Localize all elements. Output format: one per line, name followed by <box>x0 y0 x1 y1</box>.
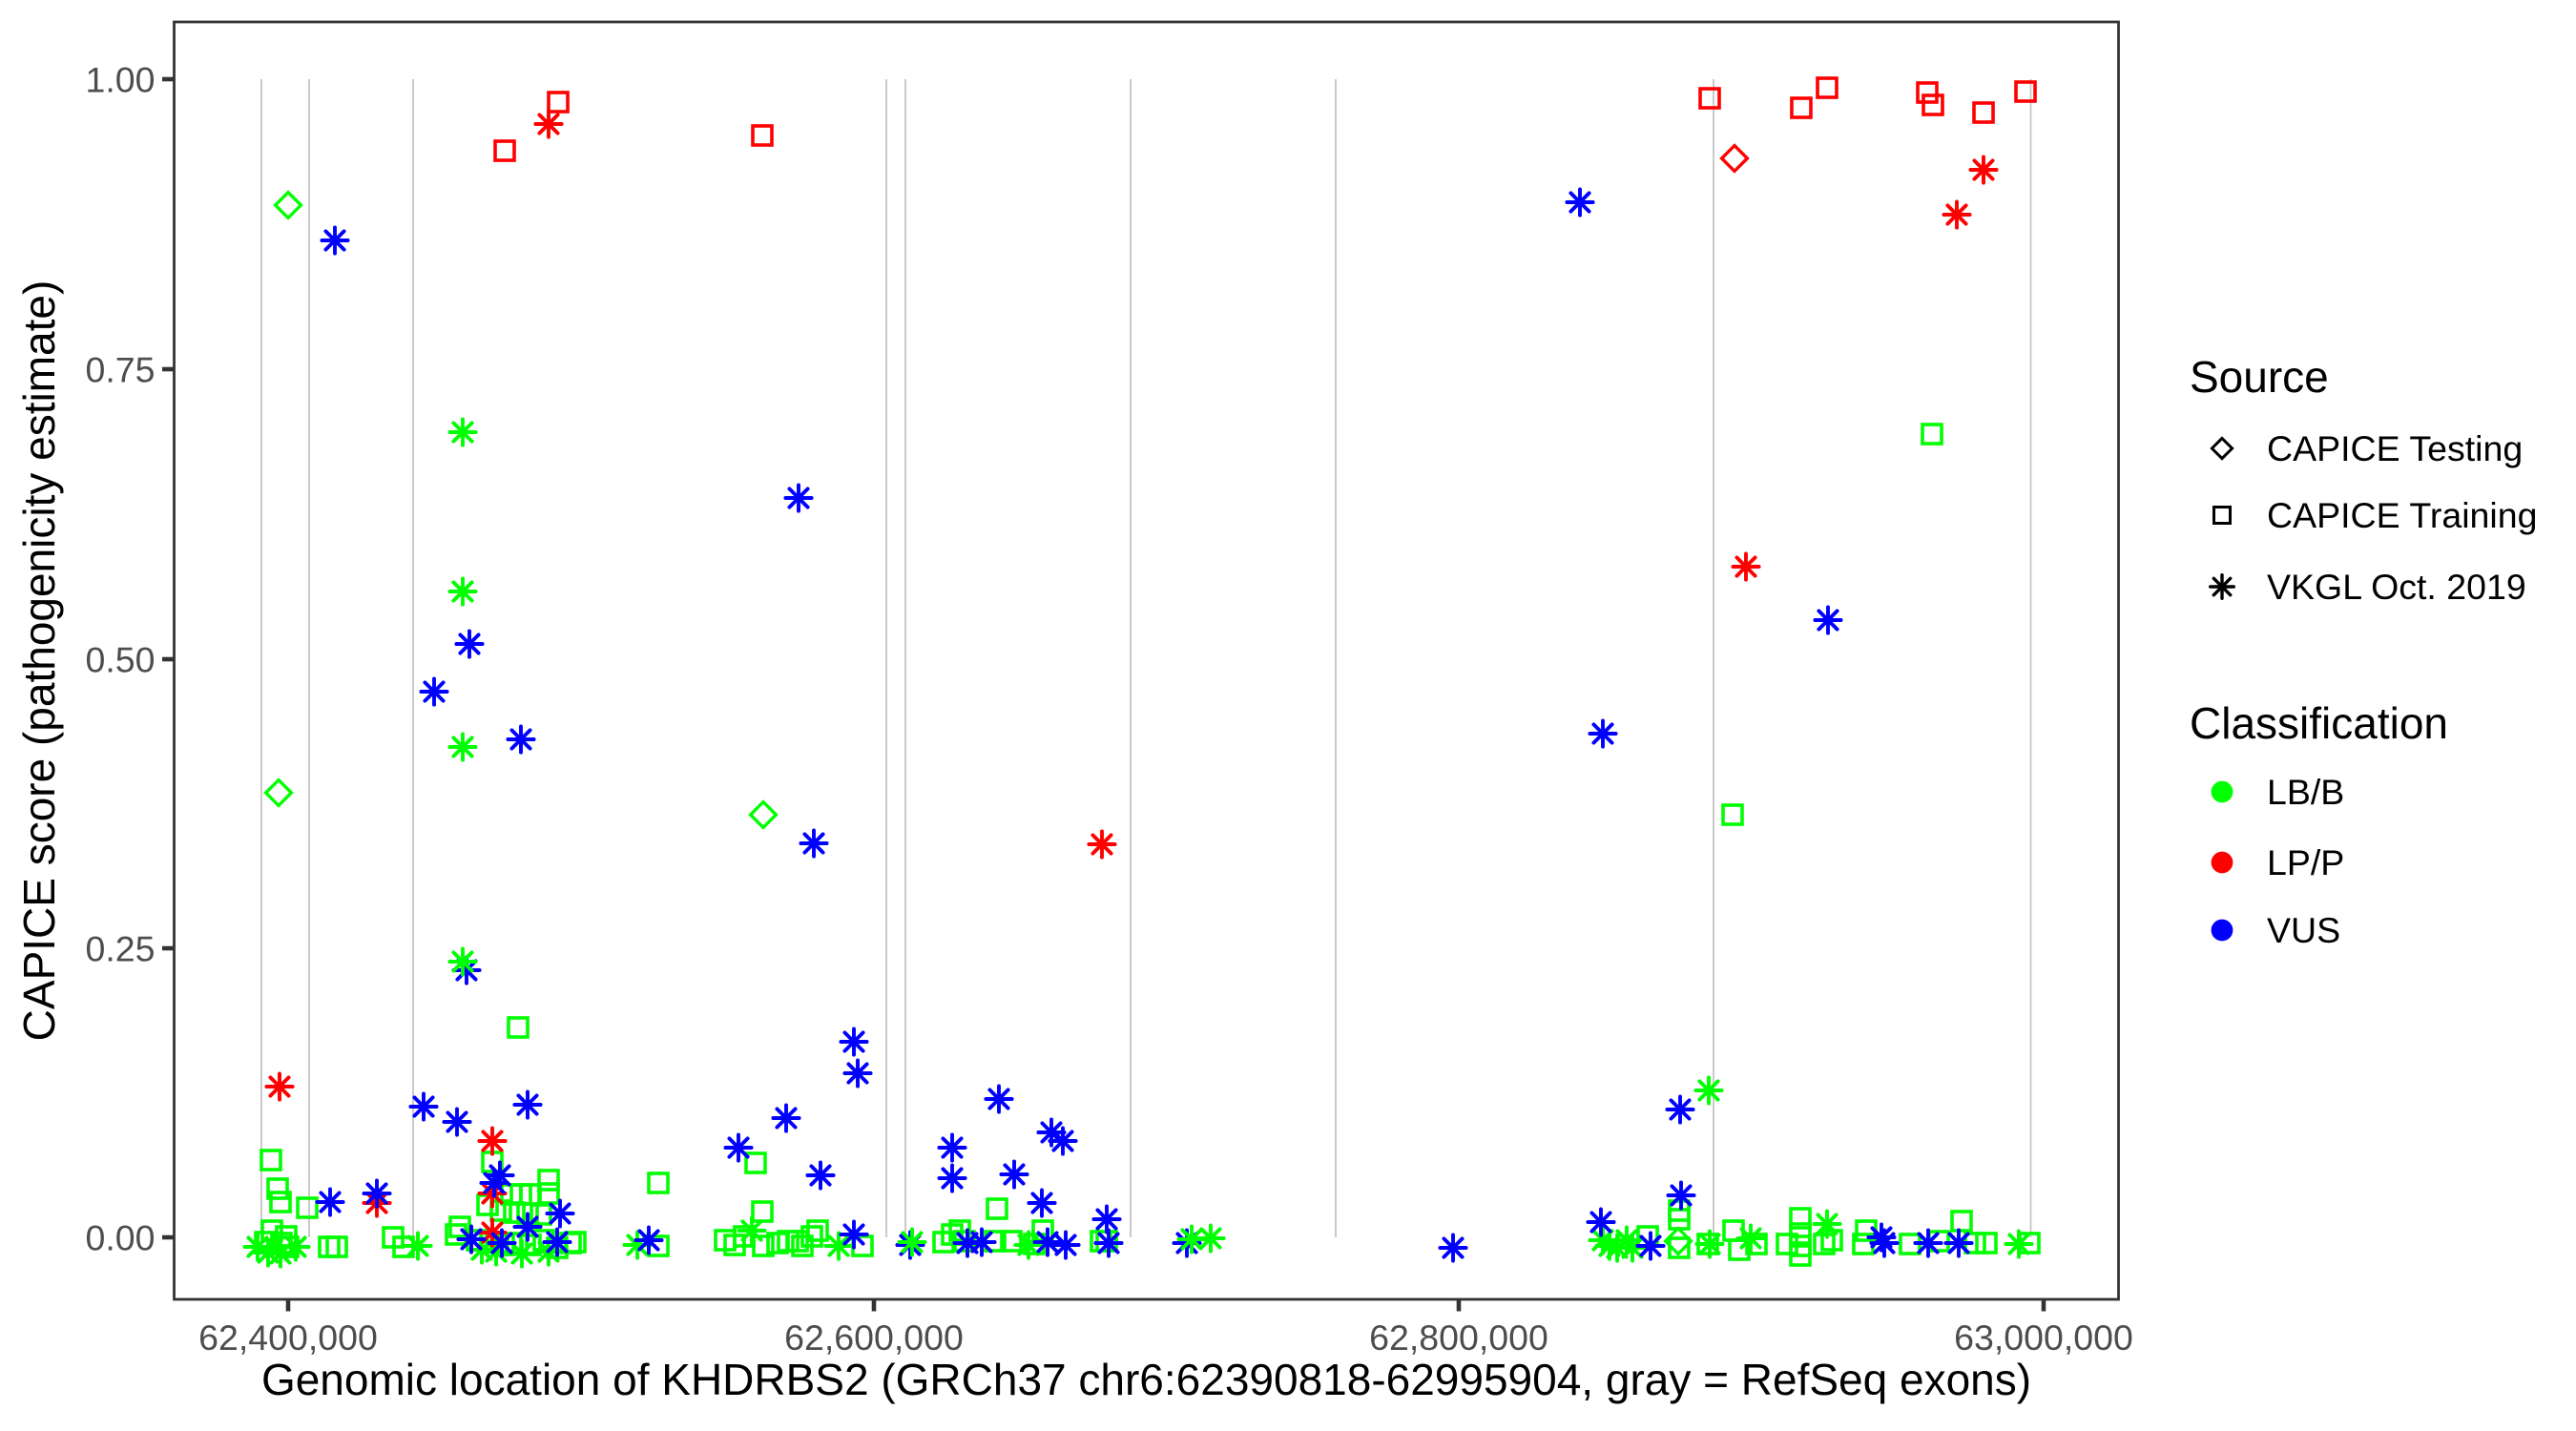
svg-text:Source: Source <box>2190 352 2329 402</box>
svg-text:62,600,000: 62,600,000 <box>784 1317 964 1358</box>
svg-text:0.00: 0.00 <box>86 1218 156 1258</box>
svg-text:CAPICE Training: CAPICE Training <box>2267 495 2537 535</box>
svg-text:VKGL Oct. 2019: VKGL Oct. 2019 <box>2267 567 2526 607</box>
svg-text:62,800,000: 62,800,000 <box>1369 1317 1548 1358</box>
svg-text:CAPICE Testing: CAPICE Testing <box>2267 428 2523 468</box>
svg-text:VUS: VUS <box>2267 910 2340 950</box>
svg-text:Classification: Classification <box>2190 698 2448 748</box>
svg-text:Genomic location of KHDRBS2 (G: Genomic location of KHDRBS2 (GRCh37 chr6… <box>261 1355 2031 1404</box>
svg-text:62,400,000: 62,400,000 <box>198 1317 378 1358</box>
svg-text:63,000,000: 63,000,000 <box>1954 1317 2133 1358</box>
svg-text:0.50: 0.50 <box>86 640 156 680</box>
svg-text:0.25: 0.25 <box>86 929 156 969</box>
svg-text:LB/B: LB/B <box>2267 772 2344 812</box>
svg-text:LP/P: LP/P <box>2267 842 2344 882</box>
svg-text:1.00: 1.00 <box>86 60 156 100</box>
svg-text:CAPICE score (pathogenicity es: CAPICE score (pathogenicity estimate) <box>14 280 64 1042</box>
svg-text:0.75: 0.75 <box>86 350 156 390</box>
